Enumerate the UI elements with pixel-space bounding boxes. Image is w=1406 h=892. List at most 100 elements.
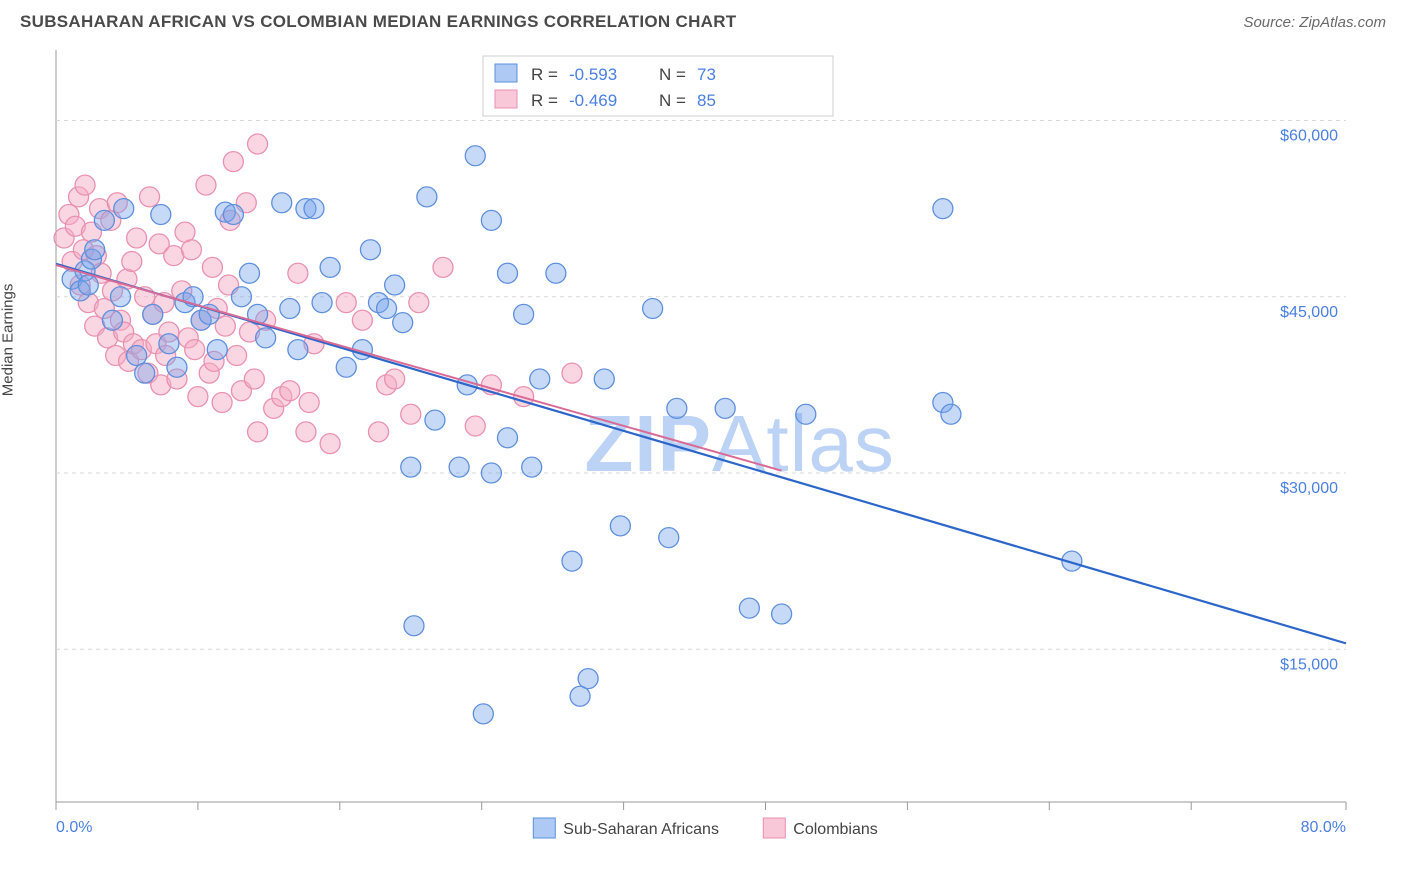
data-point <box>288 340 308 360</box>
data-point <box>256 328 276 348</box>
legend-series-label: Sub-Saharan Africans <box>563 821 719 838</box>
legend-series-label: Colombians <box>793 821 877 838</box>
data-point <box>522 457 542 477</box>
data-point <box>385 275 405 295</box>
data-point <box>164 246 184 266</box>
data-point <box>140 187 160 207</box>
data-point <box>299 393 319 413</box>
legend-n-value: 73 <box>697 65 716 84</box>
data-point <box>272 193 292 213</box>
data-point <box>167 357 187 377</box>
data-point <box>143 304 163 324</box>
data-point <box>85 240 105 260</box>
data-point <box>212 393 232 413</box>
chart-header: SUBSAHARAN AFRICAN VS COLOMBIAN MEDIAN E… <box>0 0 1406 40</box>
data-point <box>369 422 389 442</box>
data-point <box>304 199 324 219</box>
data-point <box>465 146 485 166</box>
data-point <box>181 240 201 260</box>
data-point <box>75 175 95 195</box>
data-point <box>188 387 208 407</box>
data-point <box>296 422 316 442</box>
data-point <box>244 369 264 389</box>
data-point <box>377 299 397 319</box>
data-point <box>570 686 590 706</box>
data-point <box>248 422 268 442</box>
legend-n-value: 85 <box>697 91 716 110</box>
data-point <box>122 252 142 272</box>
data-point <box>715 398 735 418</box>
data-point <box>114 199 134 219</box>
data-point <box>933 199 953 219</box>
data-point <box>562 363 582 383</box>
y-tick-label: $60,000 <box>1280 128 1338 145</box>
chart-container: Median Earnings $15,000$30,000$45,000$60… <box>18 44 1388 844</box>
y-tick-label: $45,000 <box>1280 304 1338 321</box>
data-point <box>409 293 429 313</box>
x-tick-label: 80.0% <box>1301 819 1346 836</box>
data-point <box>796 404 816 424</box>
data-point <box>320 257 340 277</box>
data-point <box>481 210 501 230</box>
data-point <box>360 240 380 260</box>
data-point <box>498 263 518 283</box>
data-point <box>185 340 205 360</box>
legend-swatch <box>495 64 517 82</box>
data-point <box>223 152 243 172</box>
data-point <box>111 287 131 307</box>
data-point <box>202 257 222 277</box>
data-point <box>135 363 155 383</box>
data-point <box>352 310 372 330</box>
data-point <box>425 410 445 430</box>
data-point <box>336 357 356 377</box>
data-point <box>223 205 243 225</box>
data-point <box>312 293 332 313</box>
data-point <box>159 334 179 354</box>
data-point <box>127 346 147 366</box>
data-point <box>288 263 308 283</box>
legend-n-label: N = <box>659 65 686 84</box>
data-point <box>393 313 413 333</box>
data-point <box>336 293 356 313</box>
watermark: ZIPAtlas <box>585 399 895 488</box>
data-point <box>127 228 147 248</box>
data-point <box>433 257 453 277</box>
data-point <box>739 598 759 618</box>
data-point <box>473 704 493 724</box>
data-point <box>465 416 485 436</box>
data-point <box>562 551 582 571</box>
data-point <box>280 381 300 401</box>
data-point <box>594 369 614 389</box>
legend-swatch <box>533 818 555 838</box>
data-point <box>667 398 687 418</box>
data-point <box>240 263 260 283</box>
legend-r-label: R = <box>531 65 558 84</box>
data-point <box>941 404 961 424</box>
data-point <box>530 369 550 389</box>
data-point <box>231 287 251 307</box>
legend-r-value: -0.593 <box>569 65 617 84</box>
data-point <box>78 275 98 295</box>
data-point <box>514 304 534 324</box>
data-point <box>498 428 518 448</box>
data-point <box>610 516 630 536</box>
data-point <box>643 299 663 319</box>
data-point <box>481 463 501 483</box>
data-point <box>207 340 227 360</box>
data-point <box>94 210 114 230</box>
scatter-chart: $15,000$30,000$45,000$60,0000.0%80.0%ZIP… <box>18 44 1363 844</box>
legend-r-label: R = <box>531 91 558 110</box>
chart-source: Source: ZipAtlas.com <box>1243 14 1386 31</box>
data-point <box>385 369 405 389</box>
x-tick-label: 0.0% <box>56 819 92 836</box>
y-tick-label: $15,000 <box>1280 656 1338 673</box>
data-point <box>417 187 437 207</box>
legend-swatch <box>763 818 785 838</box>
data-point <box>248 134 268 154</box>
data-point <box>772 604 792 624</box>
legend-r-value: -0.469 <box>569 91 617 110</box>
data-point <box>320 434 340 454</box>
data-point <box>102 310 122 330</box>
legend-swatch <box>495 90 517 108</box>
y-axis-label: Median Earnings <box>0 284 17 397</box>
